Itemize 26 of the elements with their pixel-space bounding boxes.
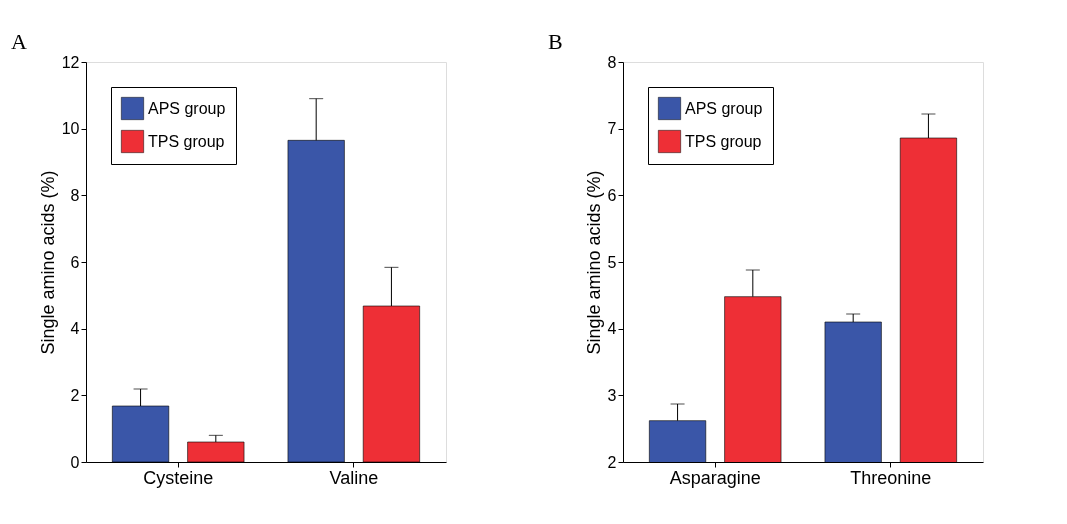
x-tick-label: Valine: [329, 467, 379, 488]
y-tick-label: 3: [607, 386, 617, 404]
y-tick-label: 8: [607, 53, 617, 71]
y-axis-title: Single amino acids (%): [583, 170, 604, 355]
y-tick-label: 4: [70, 320, 80, 338]
y-tick-label: 6: [607, 186, 617, 204]
y-tick-label: 6: [70, 253, 80, 271]
legend-label: APS group: [148, 99, 226, 117]
y-tick-label: 4: [607, 320, 617, 338]
y-tick-label: 5: [607, 253, 617, 271]
x-tick-label: Threonine: [850, 467, 932, 488]
y-axis-title: Single amino acids (%): [37, 170, 58, 355]
y-tick-label: 2: [70, 386, 80, 404]
text: A: [11, 29, 27, 54]
legend-label: TPS group: [148, 132, 225, 150]
y-tick-label: 12: [61, 53, 80, 71]
y-tick-label: 7: [607, 120, 617, 138]
text: B: [548, 29, 563, 54]
y-tick-label: 2: [607, 453, 617, 471]
y-tick-label: 8: [70, 186, 80, 204]
legend-label: APS group: [685, 99, 763, 117]
legend-label: TPS group: [685, 132, 762, 150]
y-tick-label: 0: [70, 453, 80, 471]
y-tick-label: 10: [61, 120, 80, 138]
x-tick-label: Cysteine: [143, 467, 214, 488]
x-tick-label: Asparagine: [669, 467, 761, 488]
